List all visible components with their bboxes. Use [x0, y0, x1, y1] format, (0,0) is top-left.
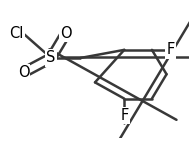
Text: Cl: Cl [9, 26, 23, 41]
Text: S: S [46, 51, 56, 66]
Text: F: F [120, 108, 128, 123]
Text: O: O [18, 65, 29, 80]
Text: O: O [60, 26, 72, 41]
Text: F: F [167, 42, 175, 57]
